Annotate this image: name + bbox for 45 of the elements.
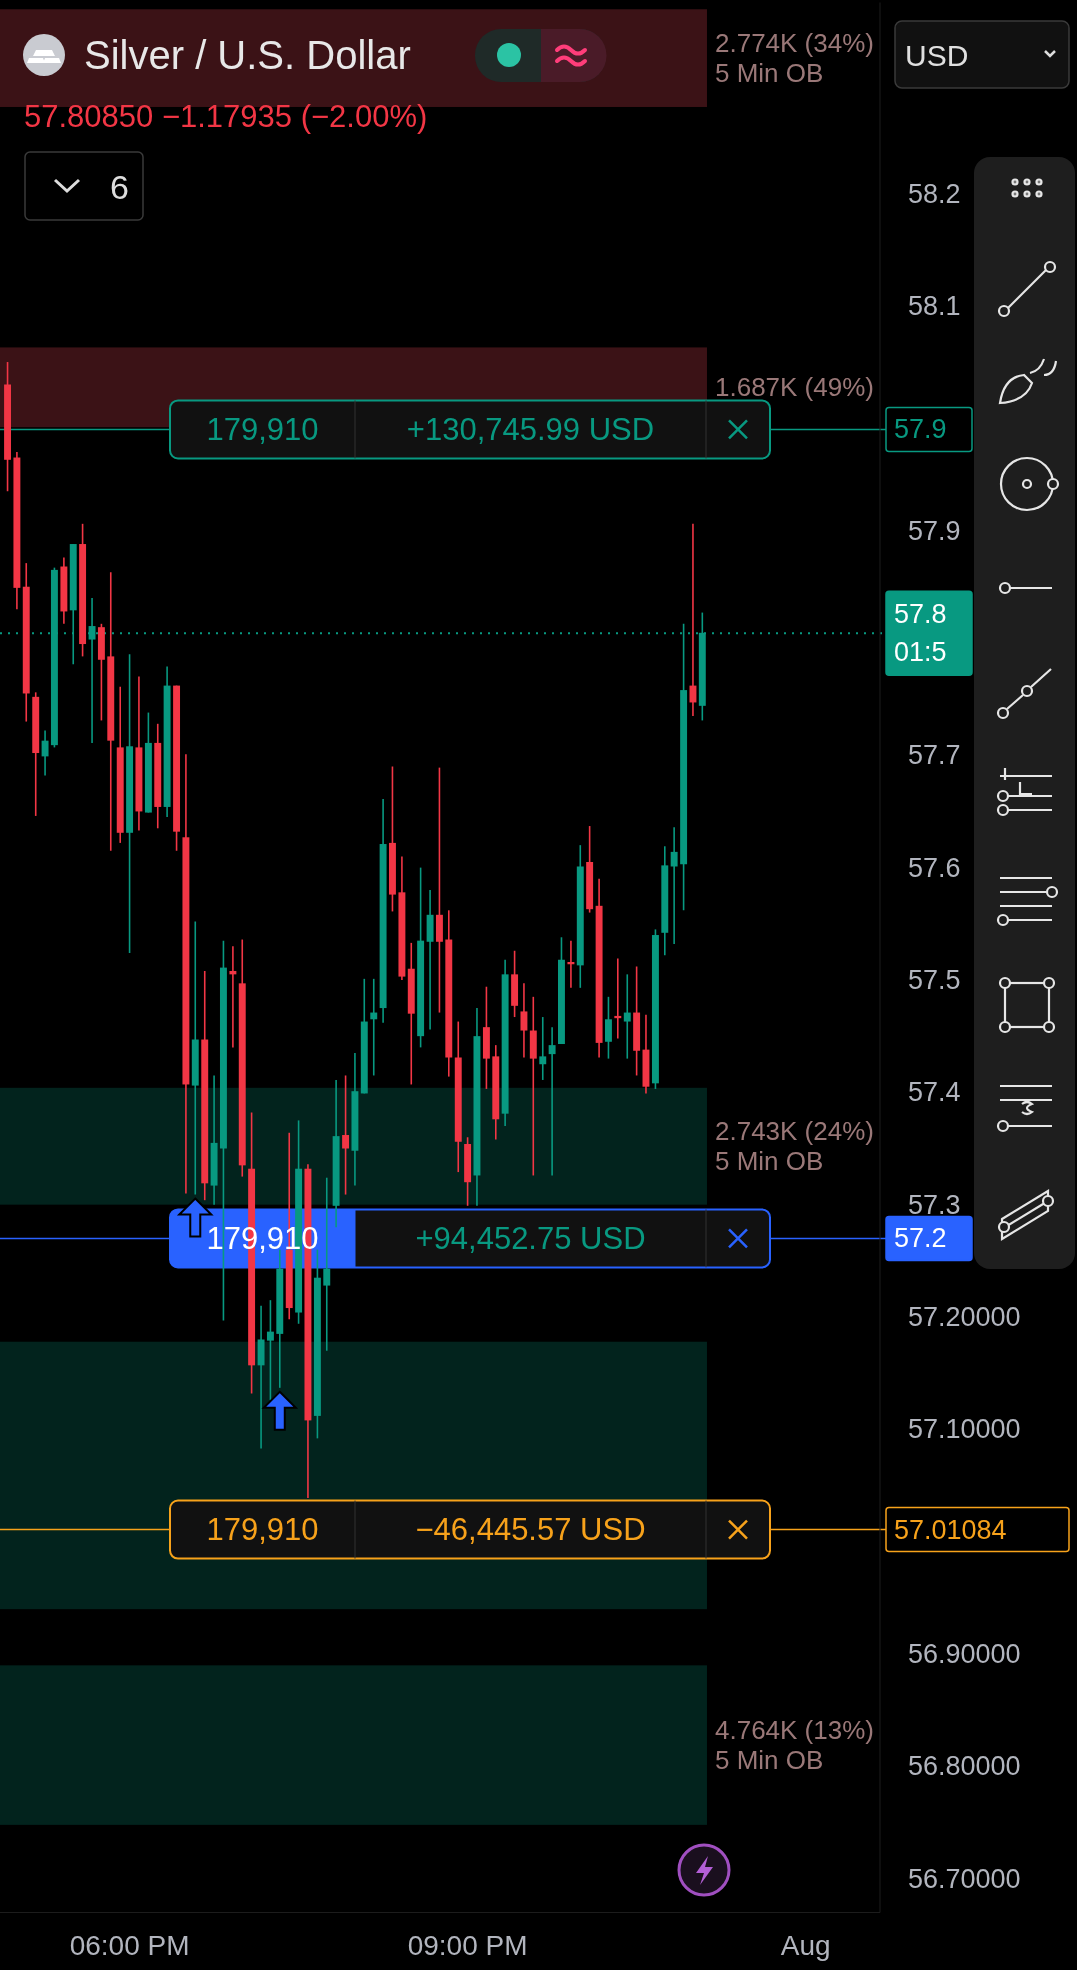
- text: 57.8: [894, 599, 947, 630]
- annotation: −46,445.57 USD: [415, 1512, 646, 1548]
- candlestick: [41, 729, 49, 777]
- y-tick-label: 58.2: [908, 178, 961, 209]
- y-tick-label: 57.9: [908, 515, 961, 546]
- text: USD: [905, 38, 969, 72]
- band-label: 1.687K (49%): [714, 372, 874, 403]
- candlestick: [229, 945, 237, 1049]
- band-label: 4.764K (13%) 5 Min OB: [714, 1715, 874, 1776]
- y-tick-label: 57.20000: [908, 1302, 1021, 1333]
- y-tick-label: 57.5: [908, 964, 961, 995]
- y-tick-label: 56.70000: [908, 1863, 1021, 1894]
- annotation: +130,745.99 USD: [406, 411, 655, 447]
- candlestick: [623, 973, 631, 1060]
- candlestick: [689, 523, 697, 717]
- text: Silver / U.S. Dollar: [84, 33, 411, 77]
- band-label: 2.743K (24%) 5 Min OB: [714, 1116, 874, 1177]
- band-label: 2.774K (34%) 5 Min OB: [714, 28, 874, 89]
- x-tick-label: 06:00 PM: [69, 1929, 190, 1961]
- text: 01:5: [894, 637, 947, 668]
- y-tick-label: 57.4: [908, 1077, 961, 1108]
- y-tick-label: 57.10000: [908, 1414, 1021, 1445]
- text: 57.80850 −1.17935 (−2.00%): [24, 98, 428, 134]
- candlestick: [670, 826, 678, 945]
- y-tick-label: 58.1: [908, 290, 961, 321]
- candlestick: [342, 1074, 350, 1196]
- x-tick-label: 09:00 PM: [407, 1929, 528, 1961]
- annotation: 179,910: [206, 411, 319, 447]
- y-tick-label: 57.6: [908, 852, 961, 883]
- y-tick-label: 57.7: [908, 740, 961, 771]
- annotation: +94,452.75 USD: [415, 1220, 646, 1256]
- annotation: 6: [110, 168, 129, 206]
- ref-line-label: 57.01084: [894, 1514, 1007, 1545]
- y-tick-label: 56.80000: [908, 1751, 1021, 1782]
- y-tick-label: 56.90000: [908, 1639, 1021, 1670]
- annotation: 179,910: [206, 1512, 319, 1548]
- y-tick-label: 57.3: [908, 1189, 961, 1220]
- candlestick: [548, 1026, 556, 1177]
- candlestick: [604, 996, 612, 1060]
- candlestick: [520, 982, 528, 1059]
- candlestick: [266, 1299, 274, 1401]
- candlestick: [539, 1016, 547, 1081]
- candlestick: [435, 766, 443, 1014]
- text: 57.2: [894, 1223, 947, 1254]
- x-tick-label: Aug: [780, 1929, 831, 1961]
